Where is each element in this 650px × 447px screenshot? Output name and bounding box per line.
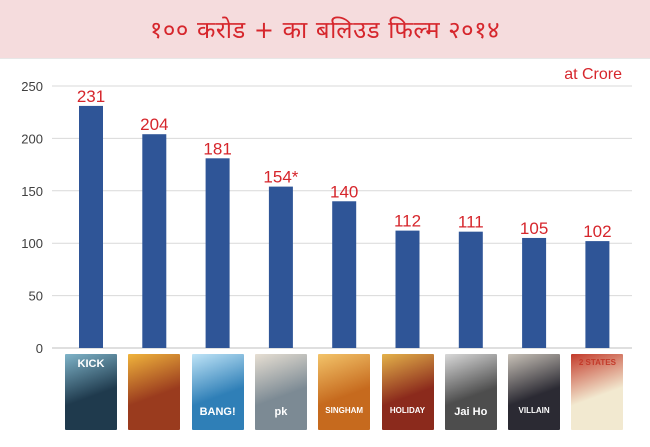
y-tick-label: 250: [21, 79, 43, 94]
poster-bang-bang-: BANG!: [191, 354, 244, 430]
bar-jai-ho: [458, 231, 483, 348]
data-label: 204: [140, 115, 168, 134]
poster-text: pk: [274, 406, 288, 418]
data-label: 105: [520, 219, 548, 238]
unit-label: at Crore: [564, 66, 622, 83]
bar-kick: [79, 105, 103, 348]
bar-singham-returns: [332, 201, 357, 348]
poster-happy-new-year: [128, 354, 181, 430]
y-axis: 0 50 100 150 200 250: [21, 79, 43, 356]
poster-text: 2 STATES: [578, 358, 616, 367]
data-label: 140: [330, 182, 358, 201]
bar-2-states: [585, 241, 610, 348]
y-tick-label: 150: [21, 184, 43, 199]
poster-2-states: 2 STATES: [571, 354, 624, 430]
data-labels: 231 204 181 154* 140 112 111 105 102: [77, 87, 612, 241]
title-banner: १०० करोड + का बलिउड फिल्म २०१४: [0, 0, 650, 58]
poster-text: BANG!: [199, 406, 236, 418]
bar-ek-villain: [522, 237, 547, 348]
poster-kick: KICK: [65, 354, 117, 430]
bar-holiday: [395, 230, 420, 348]
bar-happy-new-year: [142, 134, 167, 348]
poster-holiday: HOLIDAY: [381, 354, 434, 430]
data-label: 102: [583, 222, 611, 241]
poster-jai-ho: Jai Ho: [444, 354, 497, 430]
poster-text: Jai Ho: [454, 406, 488, 418]
y-tick-label: 100: [21, 236, 43, 251]
poster-text: KICK: [77, 358, 105, 370]
data-label: 111: [458, 213, 484, 232]
data-label: 112: [394, 212, 421, 231]
poster-pk: pk: [254, 354, 307, 430]
y-tick-label: 50: [29, 289, 43, 304]
bars: [79, 105, 610, 348]
y-tick-label: 0: [36, 341, 43, 356]
poster-text: HOLIDAY: [389, 406, 426, 415]
poster-text: SINGHAM: [325, 406, 364, 415]
bar-pk: [268, 186, 293, 348]
data-label: 154*: [263, 168, 298, 187]
poster-singham-returns: SINGHAM: [318, 354, 371, 430]
header-divider: [0, 58, 650, 59]
poster-text: VILLAIN: [518, 406, 550, 415]
y-tick-label: 200: [21, 131, 43, 146]
chart-title: १०० करोड + का बलिउड फिल्म २०१४: [149, 15, 501, 44]
bar-bang-bang-: [205, 158, 230, 348]
poster-ek-villain: VILLAIN: [508, 354, 561, 430]
data-label: 181: [203, 139, 231, 158]
data-label: 231: [77, 87, 105, 106]
